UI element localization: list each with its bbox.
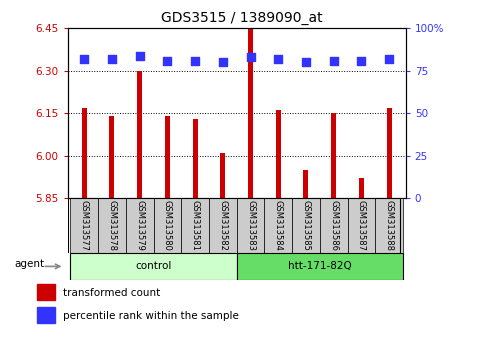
Bar: [110, 116, 114, 198]
Point: [164, 58, 171, 63]
Bar: [264, 198, 292, 253]
Bar: [82, 108, 87, 198]
Text: GSM313586: GSM313586: [329, 200, 338, 251]
Text: GSM313577: GSM313577: [80, 200, 89, 251]
Bar: [209, 198, 237, 253]
Point: [247, 55, 255, 60]
Point: [108, 56, 116, 62]
Bar: [303, 170, 309, 198]
Bar: [237, 253, 403, 280]
Bar: [181, 198, 209, 253]
Bar: [137, 71, 142, 198]
Bar: [126, 198, 154, 253]
Bar: [71, 198, 98, 253]
Text: GSM313588: GSM313588: [384, 200, 394, 251]
Text: agent: agent: [14, 259, 44, 269]
Text: GSM313578: GSM313578: [107, 200, 116, 251]
Point: [136, 53, 143, 58]
Point: [302, 59, 310, 65]
Text: percentile rank within the sample: percentile rank within the sample: [63, 310, 239, 321]
Text: GSM313587: GSM313587: [357, 200, 366, 251]
Text: GSM313581: GSM313581: [191, 200, 199, 251]
Bar: [359, 178, 364, 198]
Bar: [375, 198, 403, 253]
Bar: [37, 284, 55, 300]
Text: htt-171-82Q: htt-171-82Q: [288, 261, 352, 272]
Text: GSM313579: GSM313579: [135, 200, 144, 251]
Point: [274, 56, 282, 62]
Bar: [220, 153, 225, 198]
Text: GSM313584: GSM313584: [274, 200, 283, 251]
Point: [80, 56, 88, 62]
Bar: [320, 198, 348, 253]
Point: [385, 56, 393, 62]
Bar: [37, 307, 55, 324]
Bar: [193, 119, 198, 198]
Point: [330, 58, 338, 63]
Bar: [292, 198, 320, 253]
Bar: [154, 198, 181, 253]
Point: [357, 58, 365, 63]
Text: transformed count: transformed count: [63, 287, 160, 298]
Bar: [165, 116, 170, 198]
Text: GSM313582: GSM313582: [218, 200, 227, 251]
Bar: [237, 198, 264, 253]
Bar: [331, 113, 336, 198]
Bar: [71, 253, 237, 280]
Text: GSM313583: GSM313583: [246, 200, 255, 251]
Text: control: control: [135, 261, 172, 272]
Text: GSM313585: GSM313585: [301, 200, 311, 251]
Bar: [248, 25, 253, 198]
Text: GSM313580: GSM313580: [163, 200, 172, 251]
Point: [191, 58, 199, 63]
Point: [219, 59, 227, 65]
Bar: [386, 108, 392, 198]
Bar: [98, 198, 126, 253]
Bar: [348, 198, 375, 253]
Bar: [276, 110, 281, 198]
Text: GDS3515 / 1389090_at: GDS3515 / 1389090_at: [161, 11, 322, 25]
